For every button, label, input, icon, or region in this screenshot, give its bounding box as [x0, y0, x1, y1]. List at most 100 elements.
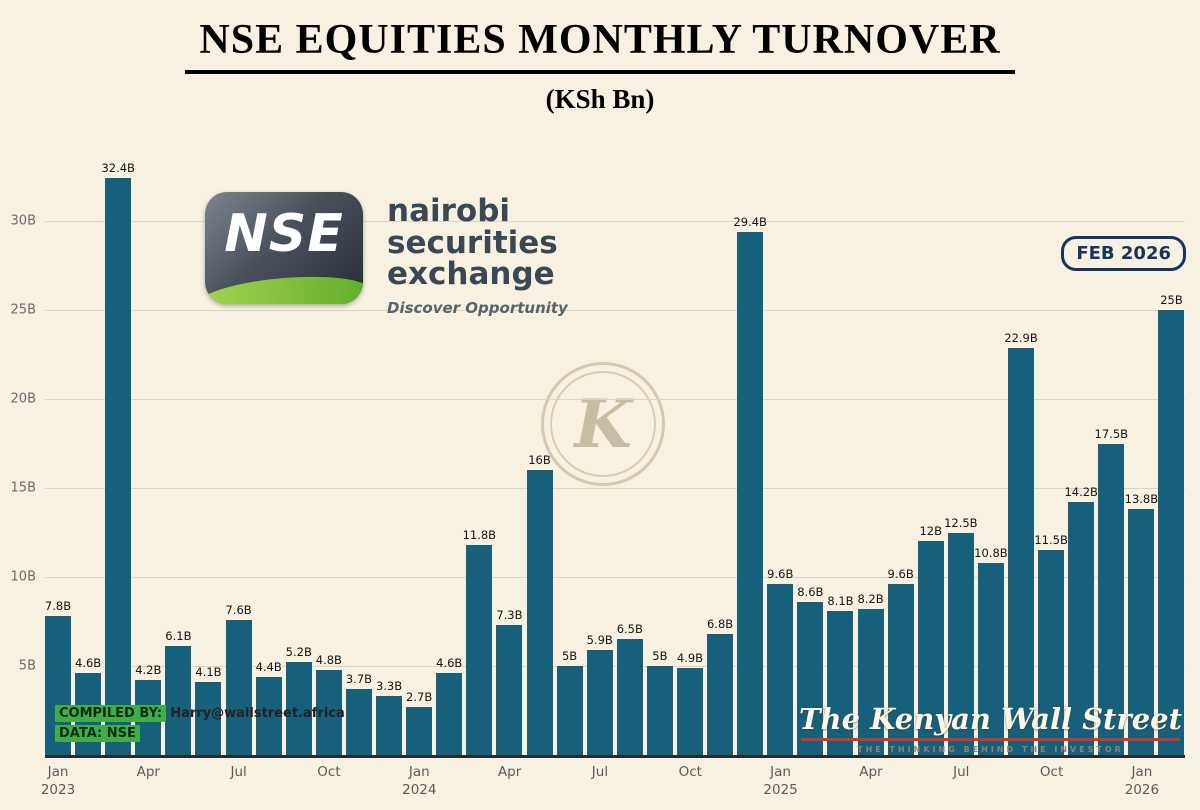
bar-value-label: 13.8B — [1124, 492, 1159, 507]
bar-slot: 6.8B — [707, 617, 733, 755]
bar — [917, 541, 944, 755]
chart-title: NSE EQUITIES MONTHLY TURNOVER — [185, 16, 1015, 74]
x-axis-tick-label: Apr — [859, 764, 883, 780]
x-axis-tick-label: Apr — [497, 764, 522, 780]
bar-value-label: 29.4B — [733, 214, 767, 229]
bar-value-label: 3.3B — [375, 679, 403, 694]
bar-value-label: 6.1B — [165, 629, 192, 644]
nse-acronym: NSE — [224, 204, 344, 264]
data-source-line: DATA: NSE — [55, 725, 345, 742]
y-axis-tick-label: 30B — [10, 213, 36, 229]
bar-slot: 4.1B — [195, 665, 222, 755]
bar-slot: 12B — [917, 524, 944, 755]
bar-value-label: 6.5B — [616, 622, 643, 637]
bar-value-label: 11.5B — [1034, 533, 1068, 548]
bar-slot: 12.5B — [944, 516, 978, 755]
bar-slot: 3.3B — [376, 679, 402, 755]
bar-value-label: 10.8B — [974, 545, 1008, 560]
bar-value-label: 5.2B — [285, 645, 312, 660]
bar-slot: 22.9B — [1004, 331, 1038, 755]
bar — [857, 609, 884, 755]
kws-red-rule — [800, 738, 1180, 741]
bar-slot: 9.6B — [888, 567, 914, 755]
x-axis-tick-label: Jan 2025 — [763, 764, 798, 798]
bar-slot: 5.2B — [286, 645, 312, 755]
bar — [676, 667, 703, 755]
bar — [1098, 443, 1125, 755]
bar — [797, 601, 824, 755]
bar-value-label: 6.8B — [706, 617, 734, 631]
bar-value-label: 2.7B — [406, 689, 433, 704]
bar-value-label: 17.5B — [1094, 426, 1129, 441]
bar-slot: 32.4B — [101, 161, 135, 755]
footer-credits: COMPILED BY: Harry@wallstreet.africa DAT… — [55, 705, 345, 746]
bar-value-label: 8.6B — [797, 584, 824, 599]
bar — [195, 682, 222, 755]
bar — [556, 666, 583, 755]
bar-value-label: 4.9B — [676, 650, 704, 665]
bar-slot: 7.6B — [225, 602, 252, 755]
bar-slot: 9.6B — [767, 567, 793, 755]
bar-slot: 8.2B — [857, 592, 884, 755]
bar — [345, 689, 372, 755]
bar-value-label: 14.2B — [1064, 485, 1098, 500]
bar — [707, 634, 734, 755]
y-axis-tick-label: 15B — [10, 480, 36, 496]
x-axis-tick-label: Apr — [136, 764, 160, 780]
x-axis-tick-label: Oct — [678, 764, 702, 780]
bar — [436, 673, 463, 755]
bar-value-label: 4.8B — [315, 652, 342, 667]
bar-value-label: 5.9B — [586, 633, 613, 648]
bar-slot: 17.5B — [1095, 427, 1128, 755]
bar-value-label: 16B — [528, 453, 551, 468]
bar-slot: 4.6B — [436, 656, 462, 755]
watermark-inner-ring: K — [550, 371, 656, 477]
bar-value-label: 4.1B — [195, 665, 222, 680]
gridline — [45, 488, 1185, 490]
bar-slot: 11.5B — [1034, 533, 1068, 755]
y-axis-tick-label: 25B — [10, 302, 36, 318]
y-axis-tick-label: 5B — [18, 658, 36, 674]
bar-slot: 7.3B — [496, 608, 523, 755]
bar — [887, 584, 914, 755]
bar-value-label: 4.4B — [255, 659, 282, 674]
nse-wordmark: nairobi securities exchange Discover Opp… — [387, 192, 568, 316]
bar-slot: 14.2B — [1064, 485, 1098, 755]
bar-value-label: 5B — [652, 649, 668, 664]
bar-slot: 5.9B — [587, 633, 613, 755]
y-axis-tick-label: 10B — [10, 569, 36, 585]
y-axis-tick-label: 20B — [10, 391, 36, 407]
bar-slot: 11.8B — [463, 528, 496, 755]
bar — [315, 669, 342, 755]
bar — [466, 545, 493, 755]
bar-value-label: 7.6B — [225, 602, 252, 617]
watermark-k-letter: K — [574, 385, 632, 463]
bar-value-label: 32.4B — [101, 161, 135, 176]
bar — [165, 646, 192, 755]
x-axis-tick-label: Jul — [591, 764, 609, 780]
bar-slot: 8.6B — [797, 585, 823, 755]
bar — [646, 666, 673, 755]
bar-slot: 5B — [646, 649, 673, 755]
x-axis-tick-label: Jul — [230, 764, 247, 780]
bar — [1008, 347, 1034, 755]
x-axis-tick-label: Jan 2024 — [402, 764, 437, 798]
watermark-emblem: K — [541, 362, 665, 486]
bar — [225, 619, 252, 755]
bar-slot: 3.7B — [346, 672, 372, 755]
bar-slot: 4.8B — [316, 653, 342, 755]
bar — [406, 706, 433, 755]
bar-value-label: 5B — [561, 649, 578, 664]
bar-value-label: 3.7B — [345, 672, 373, 687]
feb-2026-callout: FEB 2026 — [1061, 236, 1186, 271]
bar-value-label: 22.9B — [1004, 330, 1038, 345]
kws-tagline: THE THINKING BEHIND THE INVESTOR — [857, 745, 1124, 754]
gridline — [45, 666, 1185, 668]
bar — [526, 470, 553, 755]
bar — [586, 650, 613, 755]
x-axis-tick-label: Oct — [317, 764, 341, 780]
plot-area: 5B 10B 15B 20B 25B 30B 7.8B 4.6B 32.4B 4.2B 6.1B 4.… — [11, 150, 1185, 798]
bar — [616, 639, 643, 755]
bar-value-label: 11.8B — [462, 528, 497, 543]
